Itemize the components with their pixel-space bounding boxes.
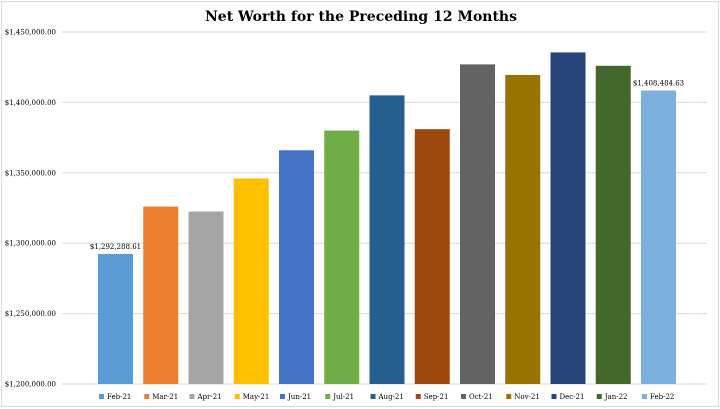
bar bbox=[505, 74, 541, 384]
bar bbox=[641, 90, 676, 384]
legend-swatch bbox=[99, 394, 104, 399]
legend-label: May-21 bbox=[243, 393, 270, 401]
bar bbox=[324, 130, 360, 384]
legend-label: Apr-21 bbox=[197, 393, 222, 401]
legend-swatch bbox=[596, 394, 602, 399]
y-tick-label: $1,400,000.00 bbox=[5, 99, 56, 107]
data-label: $1,292,288.61 bbox=[90, 243, 141, 251]
y-tick-label: $1,250,000.00 bbox=[5, 310, 56, 318]
bar bbox=[188, 211, 224, 384]
y-tick-label: $1,200,000.00 bbox=[5, 381, 56, 389]
legend-swatch bbox=[144, 394, 150, 399]
legend-swatch bbox=[506, 394, 512, 399]
legend-label: Dec-21 bbox=[560, 393, 585, 401]
legend-swatch bbox=[461, 394, 466, 399]
legend-label: Feb-21 bbox=[107, 393, 131, 401]
y-tick-label: $1,350,000.00 bbox=[5, 169, 56, 177]
bar bbox=[233, 178, 269, 384]
legend-label: Jan-22 bbox=[604, 393, 628, 401]
legend-swatch bbox=[642, 394, 647, 399]
data-label: $1,408,484.63 bbox=[633, 79, 684, 87]
legend-label: Nov-21 bbox=[514, 393, 540, 401]
bar bbox=[279, 150, 314, 384]
bar bbox=[414, 129, 450, 384]
legend-swatch bbox=[325, 394, 331, 399]
legend-label: Aug-21 bbox=[378, 393, 404, 401]
bar bbox=[143, 206, 179, 384]
bar bbox=[98, 254, 133, 384]
chart-title: Net Worth for the Preceding 12 Months bbox=[205, 9, 517, 25]
legend-swatch bbox=[370, 394, 376, 399]
legend-swatch bbox=[189, 394, 195, 399]
bar bbox=[460, 64, 495, 384]
bar bbox=[595, 65, 631, 385]
bar bbox=[550, 52, 586, 384]
legend-label: Sep-21 bbox=[424, 393, 449, 401]
legend-swatch bbox=[551, 394, 557, 399]
bar bbox=[369, 95, 405, 385]
legend-swatch bbox=[280, 394, 285, 399]
y-tick-label: $1,450,000.00 bbox=[5, 29, 56, 37]
legend-label: Feb-22 bbox=[650, 393, 674, 401]
legend-label: Oct-21 bbox=[469, 393, 493, 401]
legend-label: Jun-21 bbox=[287, 393, 311, 401]
legend-label: Mar-21 bbox=[152, 393, 178, 401]
y-tick-label: $1,300,000.00 bbox=[5, 240, 56, 248]
legend-swatch bbox=[415, 394, 421, 399]
legend-swatch bbox=[234, 394, 240, 399]
legend-label: Jul-21 bbox=[332, 393, 354, 401]
